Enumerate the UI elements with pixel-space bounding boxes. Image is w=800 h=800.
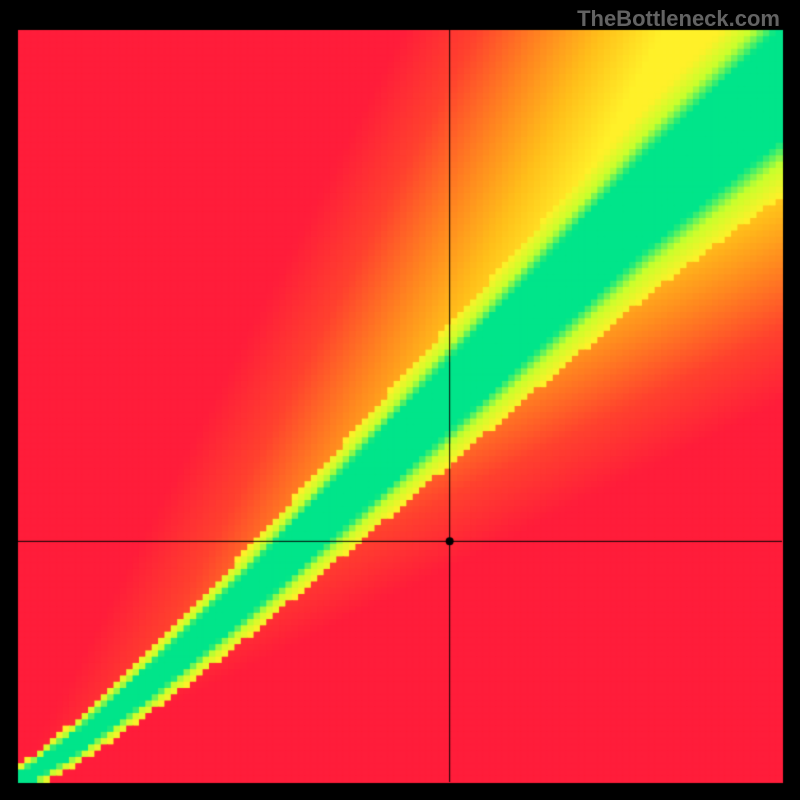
watermark-text: TheBottleneck.com [577,6,780,32]
bottleneck-heatmap [0,0,800,800]
